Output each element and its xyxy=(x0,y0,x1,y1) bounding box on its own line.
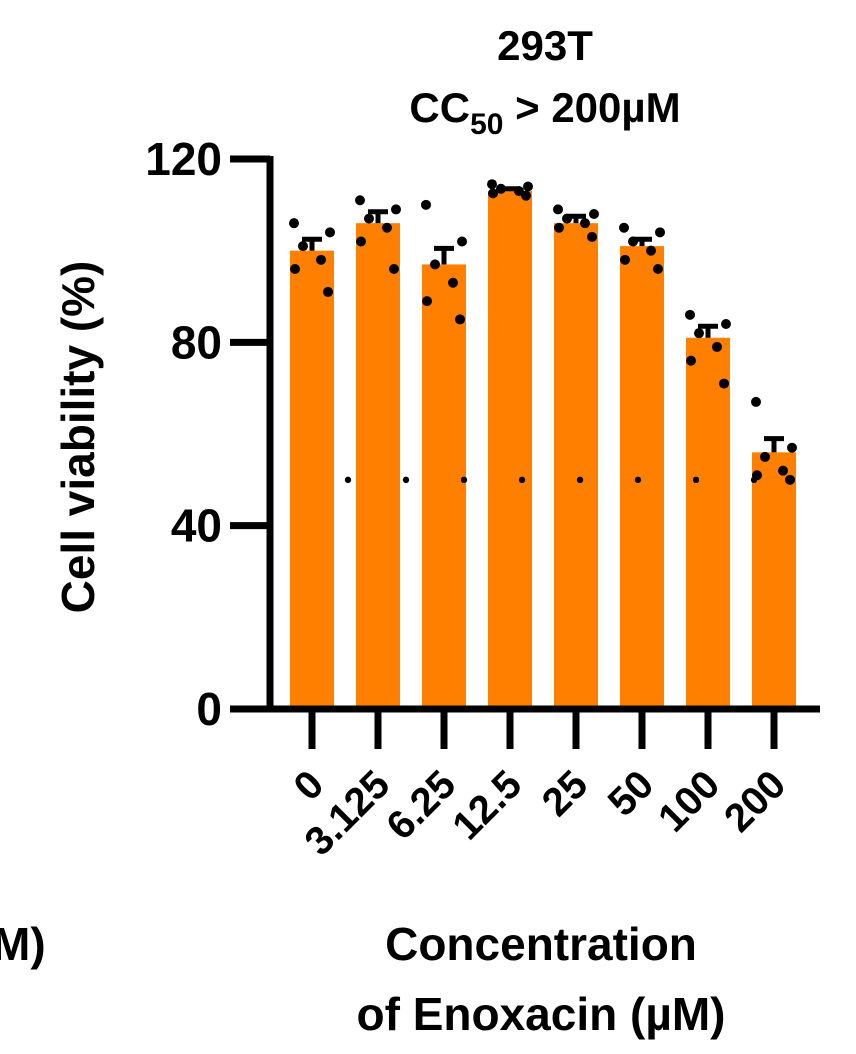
data-point-200 xyxy=(760,451,770,462)
data-point-200 xyxy=(751,396,761,407)
data-point-100 xyxy=(686,355,696,366)
data-point-3.125 xyxy=(355,195,365,206)
data-point-100 xyxy=(694,328,704,339)
data-point-100 xyxy=(719,378,729,389)
y-ticks: 0 40 80 120 xyxy=(145,133,270,735)
y-tick-label-80: 80 xyxy=(171,316,222,368)
bar-6.25 xyxy=(422,264,466,709)
cropped-neighbor-label: M) xyxy=(0,918,46,970)
threshold-dot xyxy=(460,476,468,484)
threshold-line xyxy=(344,476,758,484)
data-point-12.5 xyxy=(496,183,506,194)
data-point-100 xyxy=(712,341,722,352)
bars-layer xyxy=(290,191,796,710)
data-point-12.5 xyxy=(487,179,497,190)
data-point-0 xyxy=(325,227,335,238)
x-tick-label-0: 0 xyxy=(286,762,333,809)
data-point-0 xyxy=(290,264,300,274)
data-point-3.125 xyxy=(356,236,366,247)
x-tick-label-100: 100 xyxy=(650,762,728,840)
data-point-200 xyxy=(785,474,795,485)
threshold-dot xyxy=(402,476,410,484)
data-point-50 xyxy=(619,222,629,233)
x-axis-label-line2: of Enoxacin (µM) xyxy=(357,988,726,1040)
data-point-50 xyxy=(628,236,638,247)
data-point-25 xyxy=(553,204,563,215)
data-point-50 xyxy=(620,254,630,265)
threshold-dot xyxy=(692,476,700,484)
title-cc-suffix: > 200µM xyxy=(503,84,680,131)
title-cc-prefix: CC xyxy=(409,84,470,131)
data-point-3.125 xyxy=(364,213,374,224)
data-point-3.125 xyxy=(382,222,392,233)
y-tick-label-0: 0 xyxy=(196,683,222,735)
bar-12.5 xyxy=(488,191,532,710)
data-point-100 xyxy=(685,309,695,320)
data-point-3.125 xyxy=(391,204,401,215)
data-point-200 xyxy=(778,465,788,476)
data-point-25 xyxy=(554,222,564,233)
data-point-50 xyxy=(655,227,665,238)
bar-200 xyxy=(752,452,796,709)
data-point-200 xyxy=(752,470,762,481)
y-axis-label: Cell viability (%) xyxy=(52,261,104,614)
bar-100 xyxy=(686,337,730,709)
data-point-12.5 xyxy=(521,190,531,201)
data-point-6.25 xyxy=(422,296,432,307)
data-point-0 xyxy=(298,241,308,252)
data-point-0 xyxy=(289,218,299,229)
title-cc-subscript: 50 xyxy=(470,108,503,141)
bar-25 xyxy=(554,223,598,709)
data-point-3.125 xyxy=(389,264,399,274)
data-point-0 xyxy=(316,254,326,265)
data-points-layer xyxy=(289,179,797,485)
bar-0 xyxy=(290,250,334,709)
data-point-50 xyxy=(653,264,663,274)
axes xyxy=(266,156,820,713)
data-point-6.25 xyxy=(430,259,440,270)
threshold-dot xyxy=(518,476,526,484)
x-tick-label-200: 200 xyxy=(716,762,794,840)
data-point-12.5 xyxy=(523,181,533,192)
data-point-6.25 xyxy=(421,199,431,210)
data-point-25 xyxy=(587,231,597,242)
threshold-dot xyxy=(634,476,642,484)
data-point-0 xyxy=(323,286,333,297)
x-tick-label-50: 50 xyxy=(600,762,663,825)
bar-50 xyxy=(620,246,664,710)
data-point-100 xyxy=(721,319,731,329)
x-axis-label-line1: Concentration xyxy=(385,918,697,970)
data-point-25 xyxy=(580,218,590,229)
x-tick-label-25: 25 xyxy=(534,762,597,825)
threshold-dot xyxy=(576,476,584,484)
x-tick-label-12.5: 12.5 xyxy=(444,762,530,848)
data-point-25 xyxy=(589,209,599,219)
threshold-dot xyxy=(344,476,352,484)
y-tick-label-120: 120 xyxy=(145,133,222,185)
y-tick-label-40: 40 xyxy=(171,500,222,552)
x-tick-label-6.25: 6.25 xyxy=(378,762,464,848)
chart-title-line1: 293T xyxy=(497,22,593,69)
data-point-12.5 xyxy=(488,188,498,199)
data-point-6.25 xyxy=(455,314,465,325)
data-point-200 xyxy=(787,442,797,453)
chart-title-line2: CC50 > 200µM xyxy=(409,84,680,141)
data-point-6.25 xyxy=(448,277,458,288)
bar-3.125 xyxy=(356,223,400,709)
data-point-25 xyxy=(562,213,572,224)
data-point-50 xyxy=(646,245,656,256)
data-point-6.25 xyxy=(457,236,467,247)
